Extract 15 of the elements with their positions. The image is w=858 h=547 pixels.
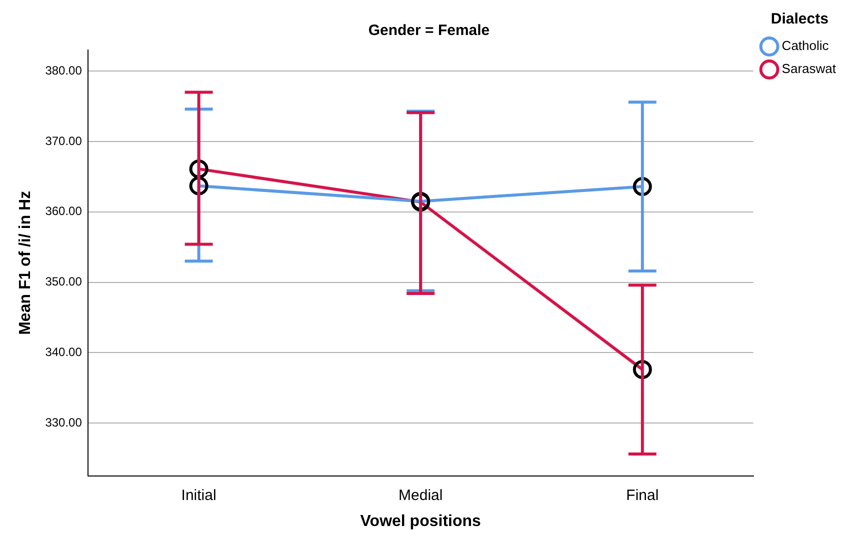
y-tick-label: 350.00 xyxy=(45,274,82,289)
legend-label: Catholic xyxy=(782,38,830,54)
y-tick-label: 360.00 xyxy=(45,204,82,218)
chart-title: Gender = Female xyxy=(368,22,490,40)
x-axis-title: Vowel positions xyxy=(360,512,482,530)
legend-title: Dialects xyxy=(770,10,828,28)
y-tick-label: 370.00 xyxy=(45,134,82,148)
y-tick-label: 330.00 xyxy=(45,415,82,430)
y-tick-label: 340.00 xyxy=(45,344,82,359)
x-tick-label: Medial xyxy=(398,486,443,504)
y-axis-title: Mean F1 of /i/ in Hz xyxy=(17,190,34,335)
x-tick-label: Final xyxy=(626,486,659,504)
x-tick-label: Initial xyxy=(181,486,216,504)
legend-label: Saraswat xyxy=(782,61,836,76)
y-tick-label: 380.00 xyxy=(45,63,82,78)
